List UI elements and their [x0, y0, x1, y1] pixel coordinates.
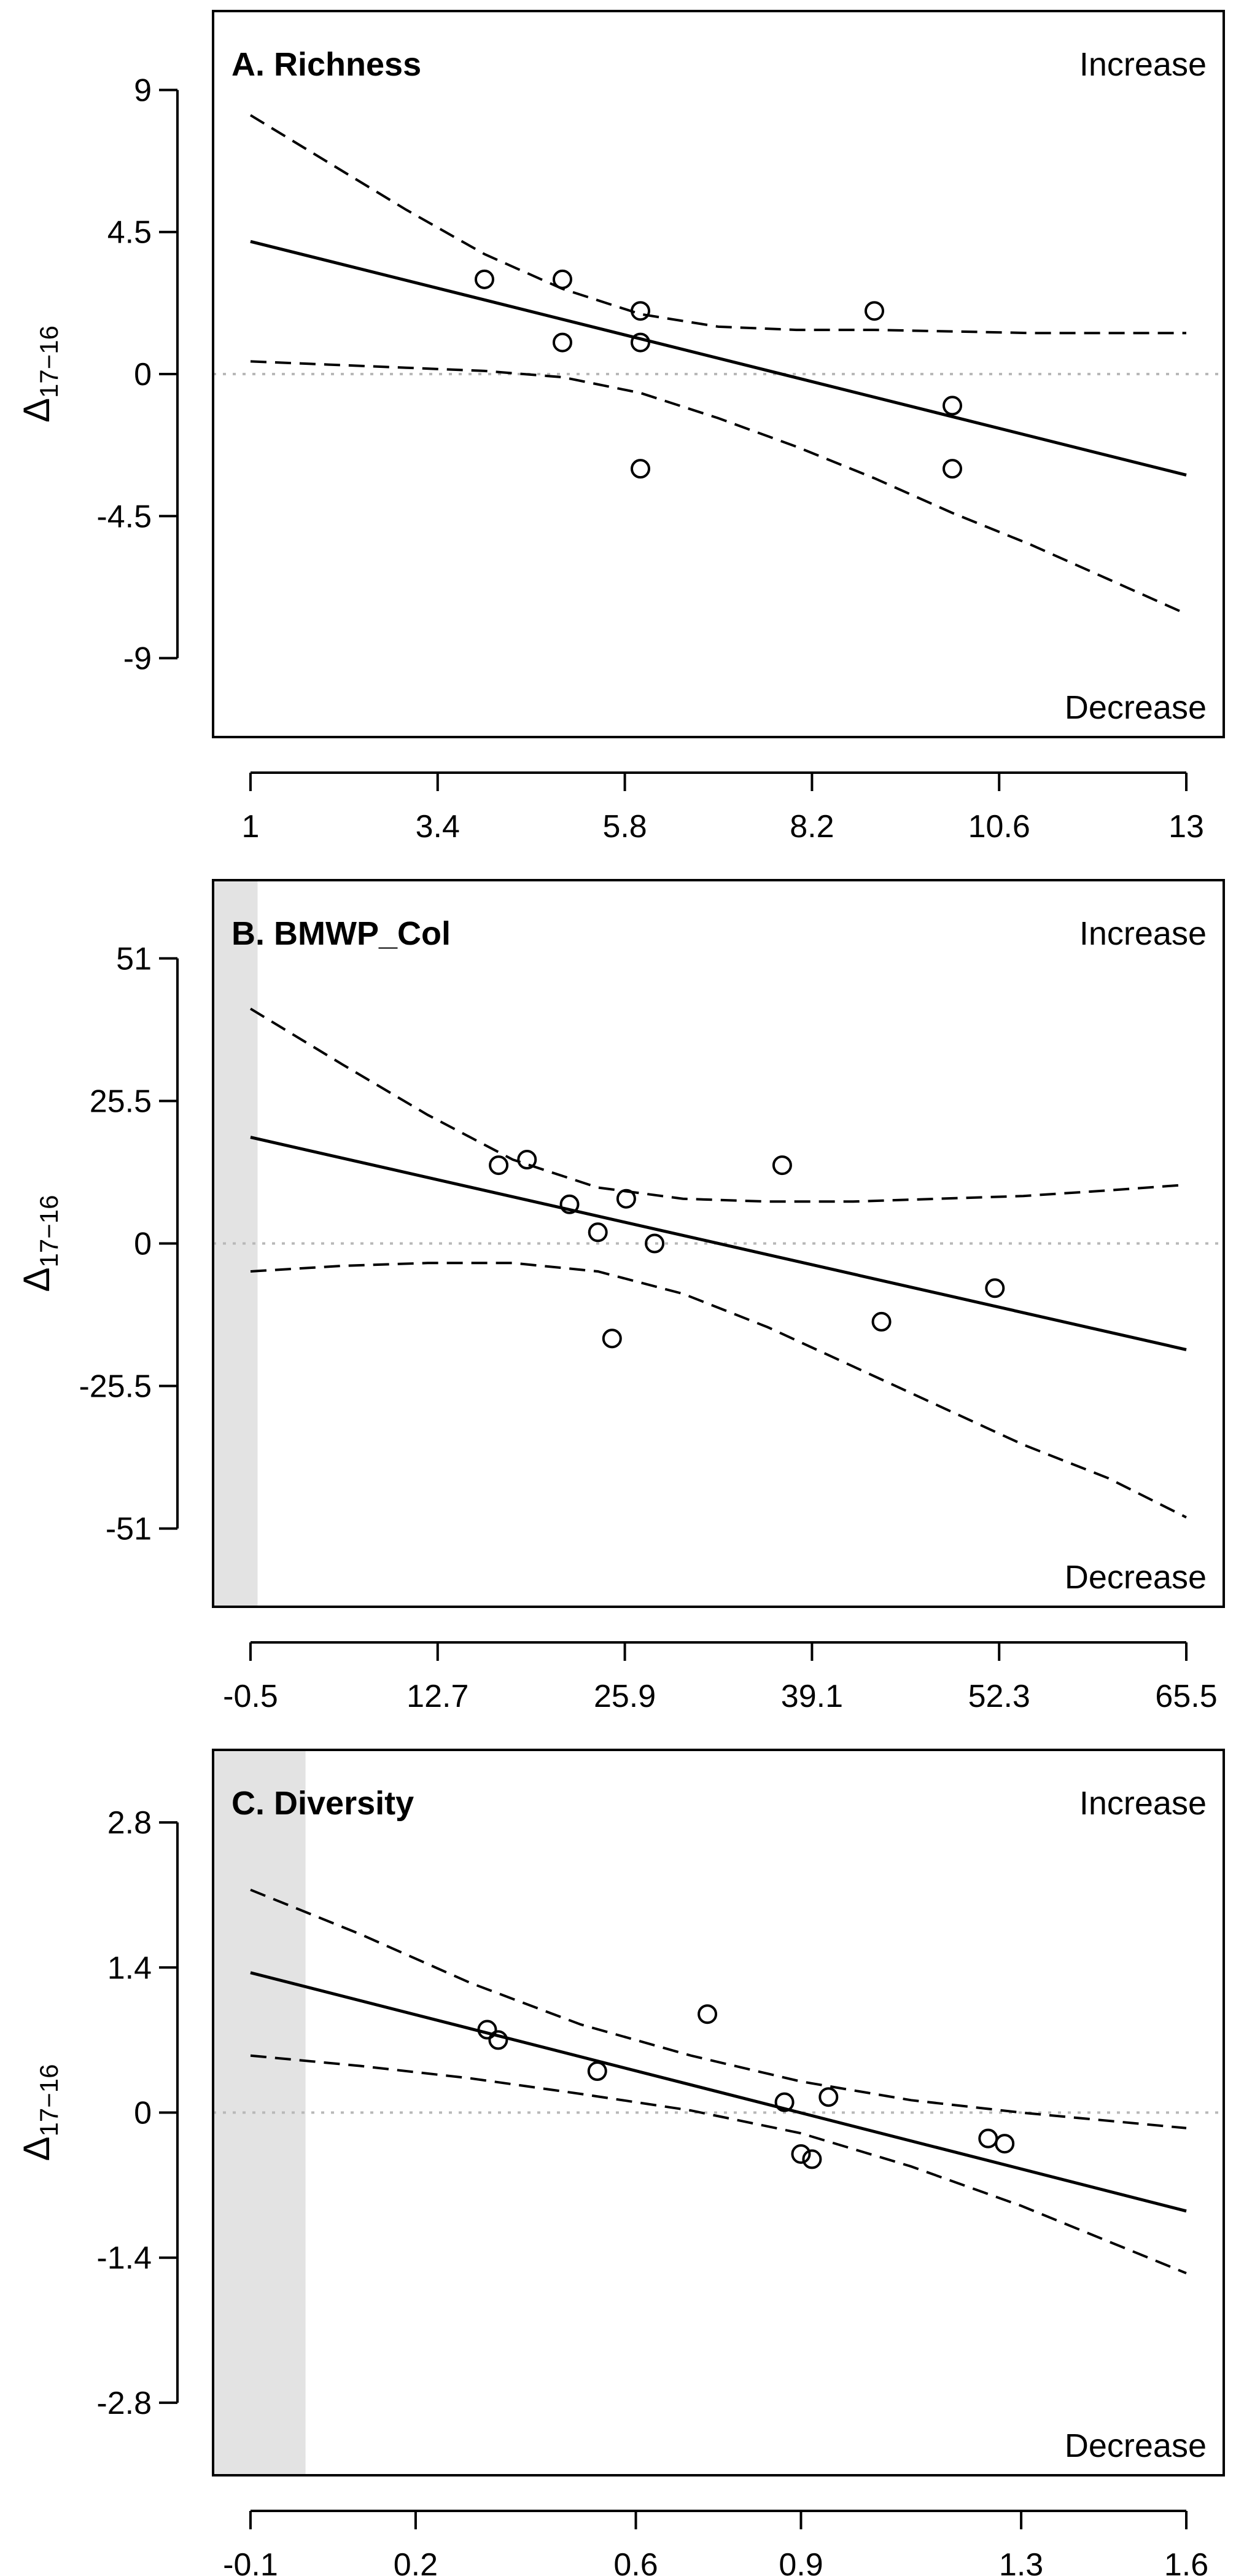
x-tick-label: 0.2 [394, 2547, 438, 2576]
x-tick-label: 0.9 [779, 2547, 823, 2576]
y-tick-label: 4.5 [107, 215, 152, 251]
ci-upper-line [249, 1007, 1187, 1203]
y-axis-label-main: Δ [16, 398, 57, 423]
ci-upper-line [250, 1888, 1187, 2129]
increase-label: Increase [1079, 915, 1207, 952]
x-tick-label: 52.3 [968, 1679, 1030, 1714]
data-point [818, 2087, 839, 2107]
increase-label: Increase [1079, 1785, 1207, 1822]
data-point [602, 1329, 622, 1349]
data-point [645, 1233, 665, 1254]
ci-upper-line [249, 114, 1186, 335]
y-tick-label: 2.8 [107, 1805, 152, 1841]
data-point [865, 301, 885, 321]
y-tick-label: 1.4 [107, 1950, 152, 1986]
plot-frame [212, 1749, 1225, 2476]
data-point [477, 2020, 497, 2040]
data-point [943, 459, 963, 479]
plot-frame [212, 879, 1225, 1608]
regression-line [250, 1136, 1187, 1351]
y-axis-label-main: Δ [16, 2136, 57, 2161]
x-tick-label: 1 [242, 809, 260, 845]
data-point [630, 332, 650, 353]
x-tick-label: 3.4 [416, 809, 460, 845]
data-point [985, 1278, 1005, 1298]
panel-title: B. BMWP_Col [231, 915, 451, 952]
data-point [517, 1150, 537, 1169]
regression-line [250, 240, 1187, 477]
decrease-label: Decrease [1065, 1559, 1207, 1596]
y-axis-label: Δ17−16 [16, 1195, 63, 1292]
data-point [559, 1194, 580, 1214]
y-tick-label: -1.4 [96, 2241, 152, 2276]
ci-lower-line [250, 1262, 1187, 1519]
data-point [488, 2030, 508, 2050]
y-tick-label: 0 [134, 1227, 152, 1262]
regression-line [250, 1971, 1187, 2213]
x-tick-label: -0.5 [223, 1679, 278, 1714]
x-tick-label: 10.6 [968, 809, 1030, 845]
data-point [552, 269, 572, 289]
x-tick-label: 39.1 [781, 1679, 843, 1714]
x-tick-label: 65.5 [1155, 1679, 1217, 1714]
decrease-label: Decrease [1065, 2427, 1207, 2464]
panel-title: C. Diversity [231, 1785, 414, 1822]
y-axis-label: Δ17−16 [16, 326, 63, 423]
x-tick-label: 1.6 [1164, 2547, 1208, 2576]
data-point [772, 1155, 792, 1176]
ci-lower-line [250, 2054, 1187, 2274]
data-point [552, 332, 572, 353]
y-tick-label: -25.5 [79, 1369, 152, 1405]
data-point [587, 2061, 607, 2082]
y-axis-label-main: Δ [16, 1267, 57, 1292]
data-point [698, 2004, 718, 2024]
y-tick-label: 51 [116, 941, 152, 977]
y-axis-label-sub: 17−16 [34, 2064, 63, 2136]
x-tick-label: 25.9 [594, 1679, 656, 1714]
y-axis-label-sub: 17−16 [34, 1195, 63, 1267]
data-point [489, 1155, 509, 1176]
y-tick-label: 9 [134, 72, 152, 108]
data-point [616, 1188, 636, 1209]
x-tick-label: 0.6 [613, 2547, 658, 2576]
x-tick-label: 8.2 [790, 809, 834, 845]
data-point [943, 396, 963, 416]
data-point [474, 269, 494, 289]
y-tick-label: 0 [134, 357, 152, 392]
panel-title: A. Richness [231, 46, 421, 83]
y-tick-label: -4.5 [96, 499, 152, 534]
panel-1: 1 3.4 5.8 8.2 10.6 13 9 4.5 0 -4.5 -9 Δ17−16 A. Rich… [16, 10, 1225, 845]
panel-2: -0.5 12.7 25.9 39.1 52.3 65.5 51 25.5 0 -25.5 -51 Δ… [16, 879, 1225, 1714]
data-point [802, 2149, 822, 2169]
y-axis-label-sub: 17−16 [34, 326, 63, 398]
y-tick-label: -2.8 [96, 2386, 152, 2421]
data-point [995, 2134, 1015, 2154]
data-point [791, 2144, 811, 2164]
x-tick-label: 12.7 [406, 1679, 468, 1714]
data-point [588, 1222, 608, 1243]
data-point [978, 2128, 998, 2149]
data-point [630, 301, 650, 321]
data-point [630, 459, 650, 479]
y-axis-label: Δ17−16 [16, 2064, 63, 2161]
x-tick-label: 5.8 [602, 809, 647, 845]
data-point [774, 2092, 795, 2112]
increase-label: Increase [1079, 46, 1207, 83]
shaded-region [213, 1750, 306, 2475]
x-tick-label: 1.3 [999, 2547, 1043, 2576]
y-tick-label: -51 [106, 1512, 152, 1547]
y-tick-label: -9 [123, 641, 152, 677]
y-tick-label: 25.5 [90, 1083, 152, 1119]
x-tick-label: 13 [1168, 809, 1204, 845]
panel-3: -0.1 0.2 0.6 0.9 1.3 1.6 2.8 1.4 0 -1.4 -2.8 Δ17−16… [16, 1749, 1225, 2576]
data-point [871, 1311, 892, 1332]
ci-lower-line [250, 360, 1187, 615]
y-tick-label: 0 [134, 2096, 152, 2131]
decrease-label: Decrease [1065, 689, 1207, 726]
plot-frame [212, 10, 1225, 738]
x-tick-label: -0.1 [223, 2547, 278, 2576]
